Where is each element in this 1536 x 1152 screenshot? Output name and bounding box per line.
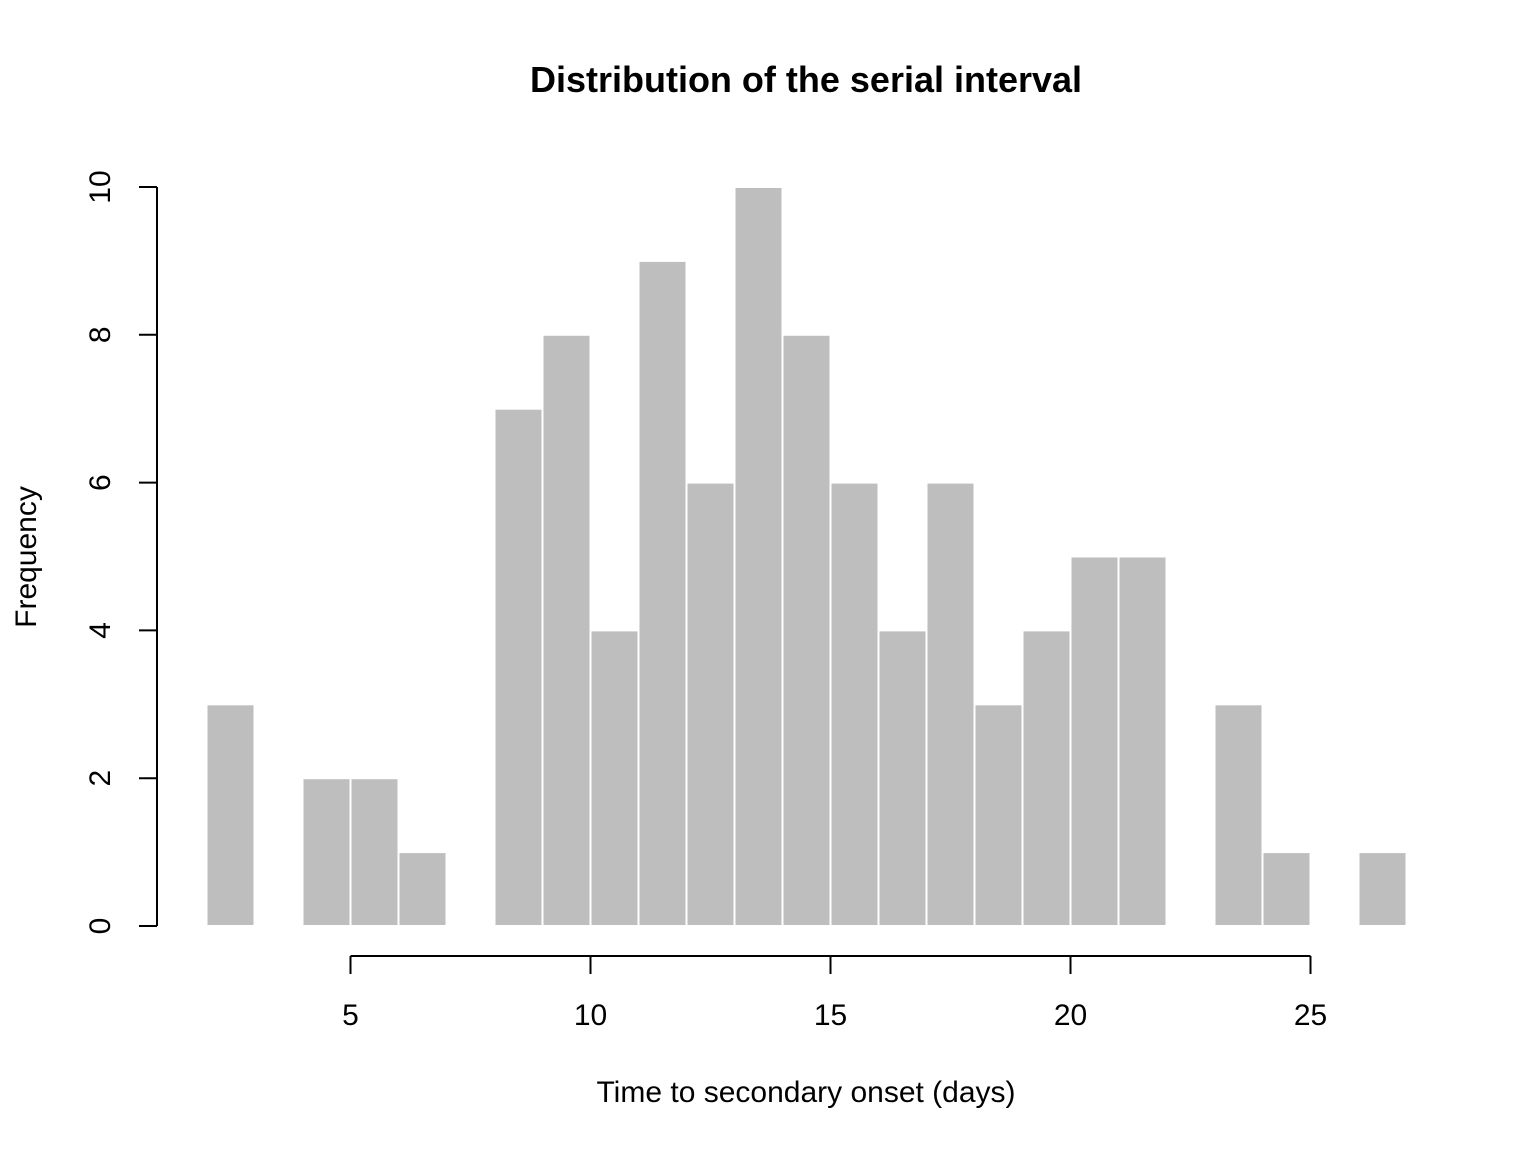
chart-title: Distribution of the serial interval (530, 59, 1082, 100)
y-tick-label: 0 (84, 918, 117, 935)
histogram-bar (829, 481, 880, 927)
histogram-bar (1069, 555, 1120, 927)
x-tick-label: 20 (1054, 999, 1087, 1032)
histogram-bar (541, 333, 592, 927)
histogram-bar (205, 703, 256, 927)
histogram-bar (1213, 703, 1264, 927)
y-tick-label: 6 (84, 474, 117, 491)
histogram-bar (397, 851, 448, 927)
y-tick-label: 4 (84, 622, 117, 639)
x-tick-label: 15 (814, 999, 847, 1032)
histogram-bar (349, 777, 400, 928)
x-axis: 5 10 15 20 25 (342, 955, 1327, 1032)
histogram-bar (637, 259, 688, 927)
histogram-bar (1261, 851, 1312, 927)
histogram-bar (733, 186, 784, 927)
histogram-bar (301, 777, 352, 928)
histogram-bar (781, 333, 832, 927)
histogram-bar (589, 629, 640, 928)
histogram-bar (1117, 555, 1168, 927)
x-axis-label: Time to secondary onset (days) (596, 1076, 1015, 1109)
y-axis: 0 2 4 6 8 10 (84, 170, 158, 935)
y-tick-label: 2 (84, 770, 117, 787)
x-tick-label: 10 (574, 999, 607, 1032)
x-tick-label: 5 (342, 999, 359, 1032)
histogram-bar (877, 629, 928, 928)
histogram-bar (1357, 851, 1408, 927)
histogram-bar (493, 407, 544, 927)
histogram-bar (1021, 629, 1072, 928)
y-tick-label: 8 (84, 326, 117, 343)
histogram-bar (685, 481, 736, 927)
histogram-bar (925, 481, 976, 927)
histogram-bars (205, 186, 1408, 928)
y-tick-label: 10 (84, 170, 117, 203)
y-axis-label: Frequency (10, 486, 43, 628)
histogram-bar (973, 703, 1024, 927)
x-tick-label: 25 (1294, 999, 1327, 1032)
